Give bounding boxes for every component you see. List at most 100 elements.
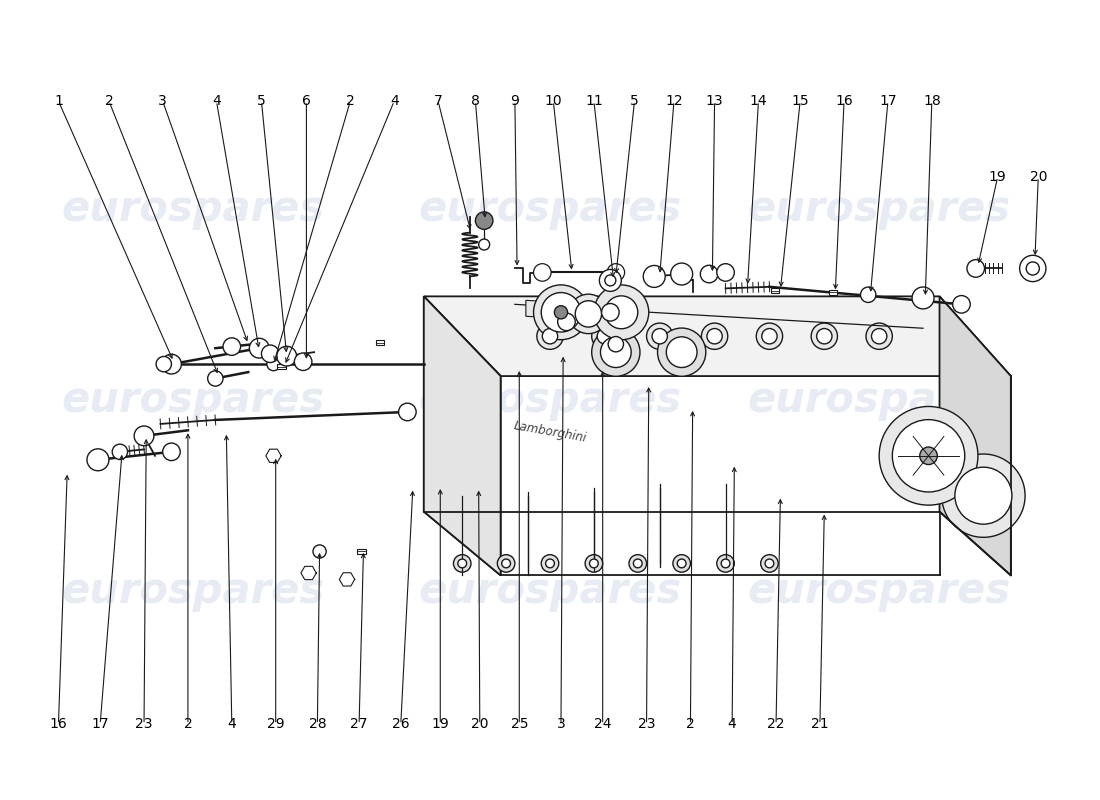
Circle shape: [250, 338, 270, 358]
Text: 5: 5: [630, 94, 639, 108]
Circle shape: [816, 329, 832, 344]
Text: eurospares: eurospares: [62, 188, 324, 230]
Text: eurospares: eurospares: [62, 570, 324, 612]
Polygon shape: [526, 300, 600, 320]
Circle shape: [652, 329, 668, 344]
Text: 7: 7: [433, 94, 442, 108]
FancyBboxPatch shape: [828, 290, 837, 295]
Circle shape: [267, 358, 280, 370]
Circle shape: [546, 559, 554, 568]
Circle shape: [594, 285, 649, 340]
Circle shape: [163, 443, 180, 461]
Circle shape: [602, 303, 619, 321]
Text: 25: 25: [510, 718, 528, 731]
Polygon shape: [339, 573, 354, 586]
Text: 21: 21: [811, 718, 828, 731]
Circle shape: [314, 545, 327, 558]
Text: eurospares: eurospares: [748, 188, 1011, 230]
Circle shape: [478, 239, 490, 250]
Text: 14: 14: [750, 94, 768, 108]
Text: 9: 9: [510, 94, 519, 108]
Circle shape: [601, 337, 631, 367]
Text: 28: 28: [309, 718, 327, 731]
Circle shape: [1026, 262, 1039, 275]
Circle shape: [671, 263, 693, 285]
Circle shape: [262, 345, 279, 362]
Text: eurospares: eurospares: [418, 570, 682, 612]
Circle shape: [534, 285, 588, 340]
Text: 24: 24: [594, 718, 612, 731]
Circle shape: [1020, 255, 1046, 282]
Circle shape: [629, 554, 647, 572]
Text: 12: 12: [666, 94, 683, 108]
Text: 2: 2: [686, 718, 695, 731]
Circle shape: [575, 301, 602, 327]
Circle shape: [673, 554, 691, 572]
Circle shape: [955, 467, 1012, 524]
Polygon shape: [939, 296, 1011, 575]
Circle shape: [701, 266, 718, 283]
Text: 10: 10: [544, 94, 562, 108]
Text: 19: 19: [431, 718, 449, 731]
Text: eurospares: eurospares: [748, 379, 1011, 421]
Circle shape: [605, 275, 616, 286]
Circle shape: [497, 554, 515, 572]
Text: eurospares: eurospares: [748, 570, 1011, 612]
Circle shape: [707, 329, 723, 344]
Circle shape: [717, 264, 735, 282]
Circle shape: [607, 264, 625, 282]
Text: eurospares: eurospares: [62, 379, 324, 421]
Circle shape: [554, 306, 568, 319]
Circle shape: [112, 444, 128, 459]
Text: Lamborghini: Lamborghini: [513, 419, 587, 445]
Circle shape: [912, 287, 934, 309]
Text: eurospares: eurospares: [418, 379, 682, 421]
Text: 5: 5: [257, 94, 266, 108]
Circle shape: [541, 554, 559, 572]
Text: 27: 27: [350, 718, 367, 731]
Text: 2: 2: [184, 718, 192, 731]
Circle shape: [605, 296, 638, 329]
Circle shape: [702, 323, 728, 350]
Text: 3: 3: [557, 718, 565, 731]
Circle shape: [608, 337, 624, 352]
Text: 6: 6: [302, 94, 311, 108]
Circle shape: [644, 266, 666, 287]
Text: 8: 8: [471, 94, 480, 108]
Circle shape: [600, 270, 621, 291]
Text: 4: 4: [212, 94, 221, 108]
Circle shape: [534, 264, 551, 282]
Text: 23: 23: [135, 718, 153, 731]
Text: 29: 29: [267, 718, 285, 731]
Circle shape: [879, 406, 978, 505]
Text: 4: 4: [228, 718, 236, 731]
Circle shape: [542, 329, 558, 344]
Text: 16: 16: [835, 94, 852, 108]
Text: 15: 15: [791, 94, 808, 108]
Circle shape: [811, 323, 837, 350]
Circle shape: [134, 426, 154, 446]
FancyBboxPatch shape: [277, 364, 286, 369]
Circle shape: [761, 554, 778, 572]
Circle shape: [647, 323, 673, 350]
Circle shape: [722, 559, 730, 568]
Circle shape: [162, 354, 182, 374]
Circle shape: [634, 559, 642, 568]
Circle shape: [558, 313, 575, 330]
Polygon shape: [424, 296, 500, 575]
Circle shape: [208, 371, 223, 386]
Polygon shape: [424, 296, 500, 575]
Circle shape: [892, 420, 965, 492]
Text: 2: 2: [345, 94, 354, 108]
Circle shape: [762, 329, 777, 344]
Circle shape: [658, 328, 706, 376]
Circle shape: [398, 403, 416, 421]
Text: 23: 23: [638, 718, 656, 731]
Circle shape: [223, 338, 241, 355]
Text: 19: 19: [989, 170, 1006, 184]
Circle shape: [953, 295, 970, 313]
Polygon shape: [424, 296, 1011, 376]
Circle shape: [871, 329, 887, 344]
Text: 3: 3: [158, 94, 167, 108]
Circle shape: [277, 346, 297, 366]
